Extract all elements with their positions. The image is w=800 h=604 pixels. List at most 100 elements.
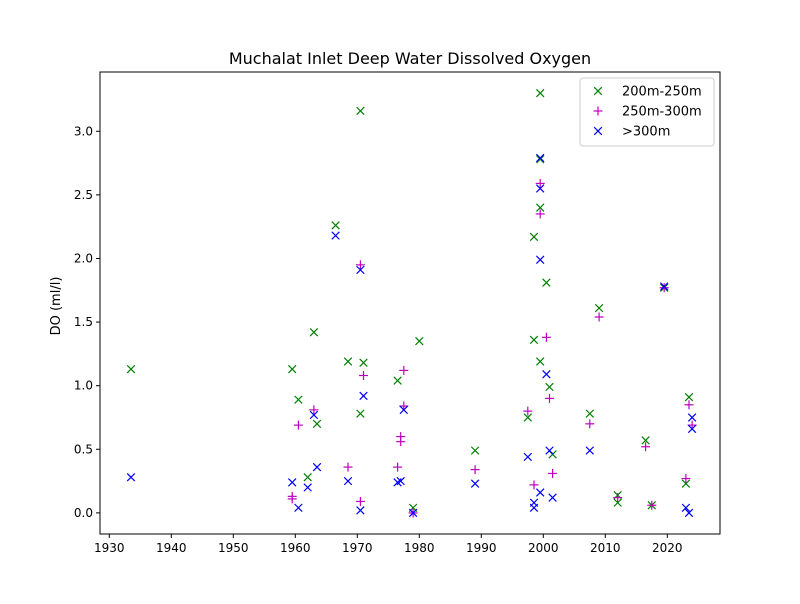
y-tick-label: 0.0 xyxy=(74,506,93,520)
data-point xyxy=(613,498,622,507)
y-tick-label: 0.5 xyxy=(74,442,93,456)
legend-label: 200m-250m xyxy=(622,85,702,100)
data-point xyxy=(613,493,623,503)
data-point xyxy=(408,508,418,518)
data-point xyxy=(359,358,368,368)
data-point xyxy=(303,483,312,492)
data-point xyxy=(331,231,340,240)
data-point xyxy=(309,328,319,337)
legend-box xyxy=(579,77,715,147)
data-point xyxy=(356,106,365,116)
data-point xyxy=(535,155,545,164)
data-point xyxy=(356,265,365,275)
data-point xyxy=(294,503,303,513)
data-point xyxy=(548,493,557,502)
data-point xyxy=(287,494,297,504)
data-point xyxy=(684,400,694,410)
data-point xyxy=(535,357,545,366)
data-point xyxy=(535,184,545,193)
legend-marker xyxy=(593,106,603,116)
data-point xyxy=(293,420,303,430)
data-point xyxy=(545,393,554,403)
x-tick-label: 1980 xyxy=(404,541,435,555)
x-tick-label: 1960 xyxy=(280,541,311,555)
data-point xyxy=(684,392,694,402)
x-tick-label: 1930 xyxy=(94,541,125,555)
y-tick-label: 2.0 xyxy=(74,251,93,265)
data-point xyxy=(535,153,545,163)
data-point xyxy=(126,364,136,374)
y-tick-label: 3.0 xyxy=(74,124,93,138)
data-point xyxy=(359,391,368,401)
data-point xyxy=(312,419,322,429)
x-tick-label: 2020 xyxy=(652,541,683,555)
data-point xyxy=(470,446,480,455)
data-point xyxy=(535,178,545,188)
data-point xyxy=(399,365,409,375)
legend-label: 250m-300m xyxy=(622,105,702,120)
data-point xyxy=(303,473,312,482)
data-point xyxy=(684,508,694,518)
data-point xyxy=(355,260,365,270)
data-point xyxy=(535,88,545,98)
data-point xyxy=(548,468,558,478)
data-point xyxy=(585,446,595,455)
data-point xyxy=(585,409,595,418)
data-point xyxy=(535,488,545,497)
data-point xyxy=(585,419,595,429)
data-point xyxy=(529,232,539,242)
legend-marker xyxy=(593,126,603,136)
x-tick-label: 1970 xyxy=(342,541,373,555)
data-point xyxy=(545,446,554,455)
plot-frame xyxy=(99,71,721,535)
data-point xyxy=(359,371,368,381)
data-point xyxy=(396,476,405,486)
data-point xyxy=(687,424,697,434)
data-point xyxy=(331,221,340,230)
data-point xyxy=(312,462,322,472)
data-point xyxy=(687,413,697,422)
data-point xyxy=(681,479,691,488)
data-point xyxy=(535,255,545,264)
series-0 xyxy=(126,88,694,513)
data-point xyxy=(356,409,365,418)
data-point xyxy=(529,498,539,507)
data-point xyxy=(681,474,691,484)
data-point xyxy=(647,500,657,510)
legend: 200m-250m 250m-300m >300m xyxy=(579,77,715,147)
data-point xyxy=(343,357,353,366)
data-point xyxy=(396,432,406,442)
data-point xyxy=(523,413,533,422)
data-point xyxy=(470,465,480,475)
x-tick-label: 1990 xyxy=(466,541,497,555)
y-tick-label: 1.0 xyxy=(74,379,93,393)
data-point xyxy=(355,496,365,506)
data-point xyxy=(529,335,539,345)
y-tick-label: 1.5 xyxy=(74,315,93,329)
data-point xyxy=(287,478,297,487)
data-point xyxy=(523,406,533,416)
y-tick-label: 2.5 xyxy=(74,188,93,202)
data-point xyxy=(542,278,551,287)
data-point xyxy=(343,476,353,486)
data-point xyxy=(594,303,604,313)
legend-marker xyxy=(593,86,603,96)
data-point xyxy=(393,462,403,472)
x-tick-label: 1950 xyxy=(218,541,249,555)
x-tick-label: 2010 xyxy=(590,541,621,555)
data-point xyxy=(659,283,669,293)
data-point xyxy=(415,336,424,346)
x-tick-label: 2000 xyxy=(528,541,559,555)
data-point xyxy=(545,382,554,392)
data-point xyxy=(542,370,551,379)
data-point xyxy=(641,442,651,452)
data-point xyxy=(470,479,480,488)
x-tick-label: 1940 xyxy=(156,541,187,555)
data-point xyxy=(356,506,365,515)
data-point xyxy=(659,282,669,291)
data-point xyxy=(523,452,533,462)
data-point xyxy=(309,405,319,415)
data-point xyxy=(287,364,297,374)
series-1 xyxy=(287,178,697,518)
